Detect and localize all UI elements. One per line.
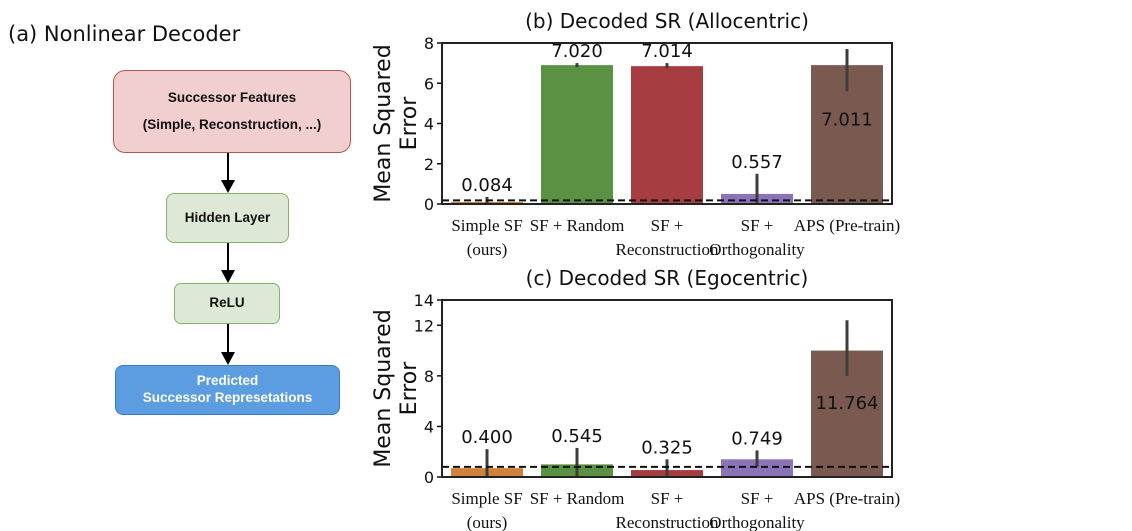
y-axis-label-line: Error (397, 361, 422, 416)
axes-frame (441, 42, 893, 205)
y-axis-label-line: Mean Squared (371, 44, 396, 202)
y-tick-label: 6 (424, 74, 434, 93)
bar (631, 66, 703, 204)
x-tick-label: Orthogonality (709, 513, 805, 531)
x-tick-label: Orthogonality (709, 240, 805, 259)
data-label: 0.557 (731, 152, 783, 173)
bar (541, 65, 613, 204)
x-tick-label: SF + (651, 489, 684, 508)
diagram-title: (a) Nonlinear Decoder (8, 22, 241, 46)
node-label: ReLU (209, 295, 245, 311)
y-tick-label: 8 (424, 34, 434, 53)
x-tick-label: SF + (651, 216, 684, 235)
chart-title: (c) Decoded SR (Egocentric) (526, 266, 809, 290)
y-tick-label: 8 (424, 367, 434, 386)
y-axis-label: Mean SquaredError (371, 44, 422, 202)
arrow-icon (221, 243, 235, 283)
data-label: 11.764 (816, 393, 879, 414)
y-tick-label: 14 (414, 291, 434, 310)
data-label: 0.084 (461, 175, 513, 196)
x-tick-label: (ours) (467, 513, 508, 531)
axes-frame (441, 299, 893, 478)
node-sublabel: Successor Represetations (142, 390, 313, 405)
x-tick-label: Reconstruction (616, 240, 719, 259)
x-tick-label: SF + (741, 216, 774, 235)
x-tick-label: APS (Pre-train) (794, 489, 900, 508)
data-label: 0.400 (461, 427, 513, 448)
node-label: Predicted (196, 373, 259, 389)
data-label: 0.325 (641, 437, 693, 458)
x-tick-label: Simple SF (451, 489, 522, 508)
data-label: 7.014 (641, 41, 693, 62)
chart-title: (b) Decoded SR (Allocentric) (525, 9, 809, 33)
data-label: 0.749 (731, 428, 783, 449)
x-tick-label: SF + (741, 489, 774, 508)
y-tick-label: 0 (424, 468, 434, 487)
x-tick-label: Simple SF (451, 216, 522, 235)
node-label: Successor Features (167, 89, 297, 105)
successor-features-node: Successor Features (Simple, Reconstructi… (113, 70, 351, 153)
relu-node: ReLU (174, 283, 280, 324)
x-tick-label: (ours) (467, 240, 508, 259)
y-tick-label: 0 (424, 195, 434, 214)
node-label: Hidden Layer (184, 209, 271, 225)
y-tick-label: 4 (424, 417, 434, 436)
data-label: 7.020 (551, 41, 603, 62)
y-tick-label: 4 (424, 115, 434, 134)
node-sublabel: (Simple, Reconstruction, ...) (142, 116, 322, 132)
y-axis-label: Mean SquaredError (371, 309, 422, 467)
chart-egocentric: (c) Decoded SR (Egocentric) Mean SquaredE… (371, 266, 900, 531)
x-tick-label: Reconstruction (616, 513, 719, 531)
hidden-layer-node: Hidden Layer (166, 193, 289, 243)
y-tick-label: 2 (424, 155, 434, 174)
y-axis-label-line: Error (397, 96, 422, 151)
x-tick-label: SF + Random (530, 489, 625, 508)
x-tick-label: SF + Random (530, 216, 625, 235)
y-tick-label: 12 (414, 316, 434, 335)
y-axis-label-line: Mean Squared (371, 309, 396, 467)
x-tick-label: APS (Pre-train) (794, 216, 900, 235)
arrow-icon (221, 153, 235, 193)
arrow-icon (221, 324, 235, 365)
predicted-sr-node: Predicted Successor Represetations (115, 365, 340, 415)
data-label: 0.545 (551, 426, 603, 447)
data-label: 7.011 (821, 109, 873, 130)
chart-allocentric: (b) Decoded SR (Allocentric) Mean Squared… (371, 9, 900, 259)
bar (721, 459, 793, 477)
